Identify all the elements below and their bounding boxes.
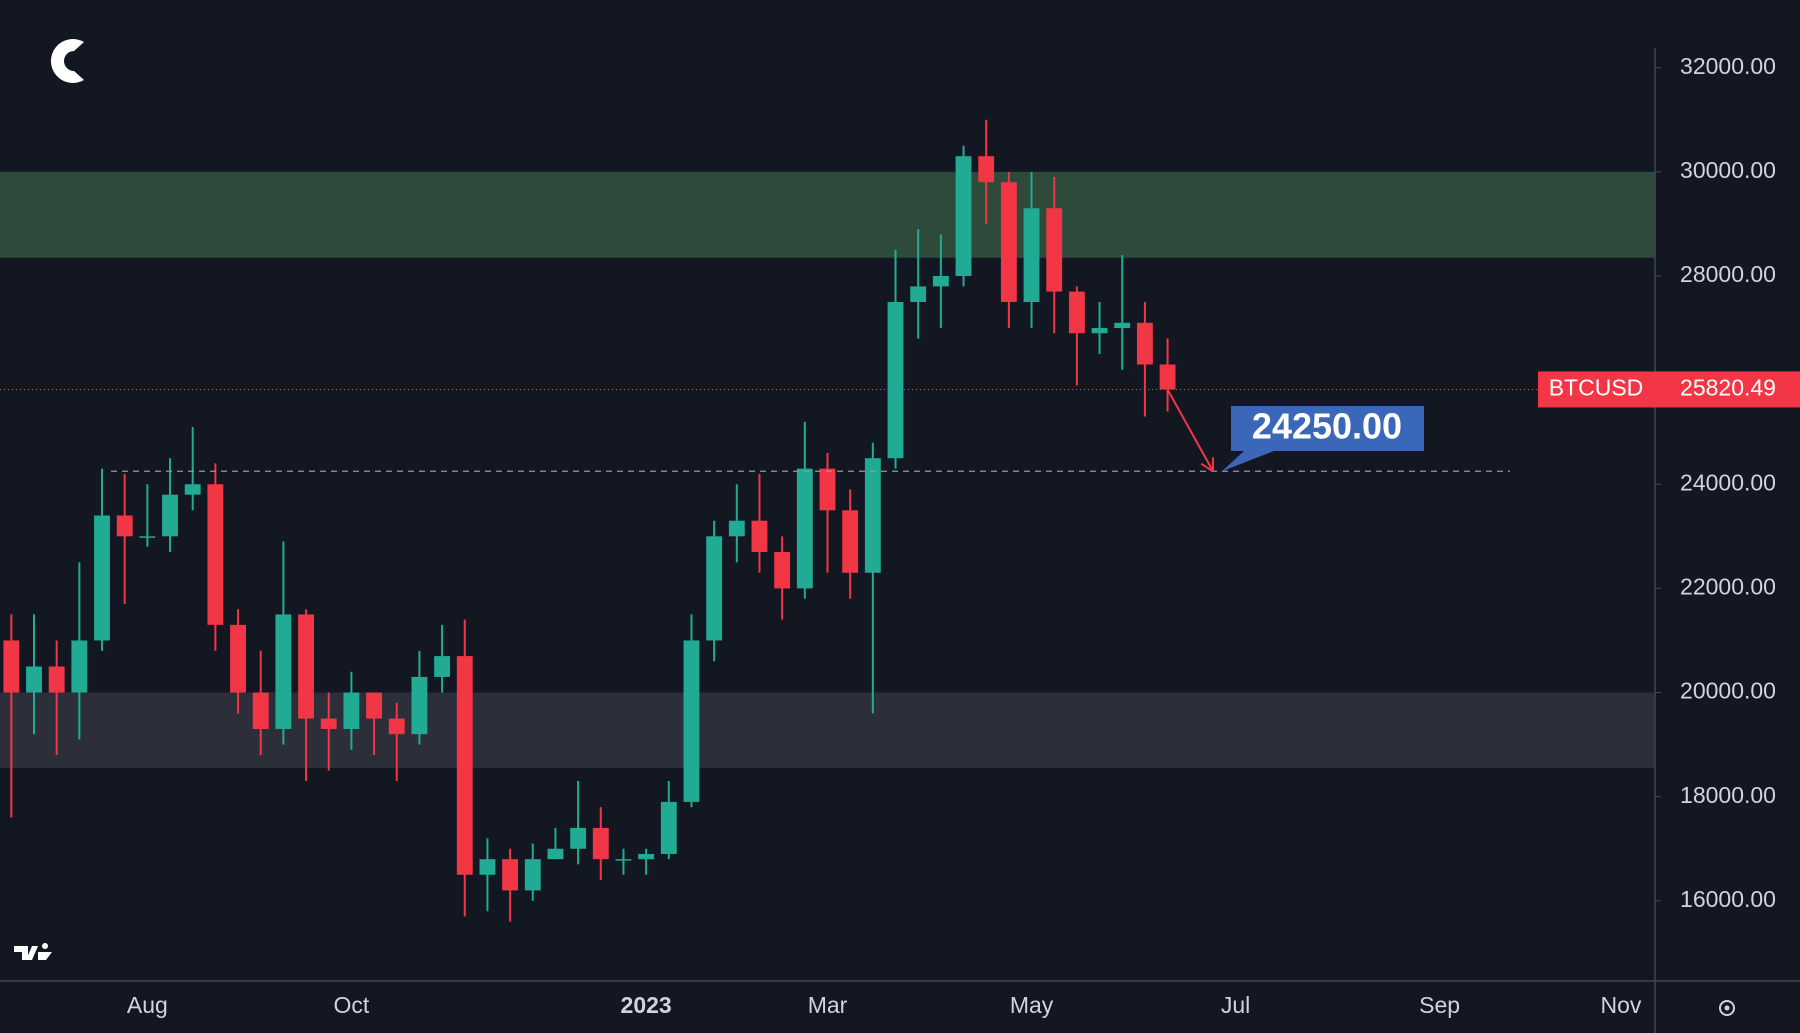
candle-body (1159, 364, 1176, 390)
x-tick-label: 2023 (621, 992, 672, 1018)
candle-body (751, 520, 768, 552)
candle-body (298, 614, 314, 719)
candle-body (660, 801, 677, 854)
candle-body (1114, 322, 1131, 329)
candle-body (48, 666, 65, 693)
candle-body (502, 859, 519, 891)
candle-body (343, 692, 360, 729)
candle-body (638, 853, 655, 860)
price-label: 25820.49 (1680, 375, 1776, 401)
tradingview-logo (14, 943, 52, 960)
x-tick-label: Aug (127, 992, 168, 1018)
x-tick-label: May (1010, 992, 1054, 1018)
candle-body (819, 468, 836, 511)
zone (0, 692, 1655, 769)
candle-body (842, 510, 859, 573)
x-tick-label: Jul (1221, 992, 1250, 1018)
settings-icon[interactable] (1719, 1000, 1735, 1016)
candle-body (320, 718, 337, 729)
candle-body (275, 614, 292, 729)
y-tick-label: 32000.00 (1680, 53, 1776, 79)
candle-body (615, 859, 632, 861)
candle-body (683, 640, 700, 802)
arrow-head (1200, 462, 1214, 473)
symbol-tag (1538, 371, 1655, 408)
candle-body (139, 536, 156, 538)
candle-body (1091, 328, 1108, 334)
symbol-label: BTCUSD (1549, 375, 1644, 401)
candle-body (456, 656, 473, 875)
candle-body (252, 692, 269, 729)
candle-body (1068, 291, 1085, 334)
x-tick-label: Mar (808, 992, 848, 1018)
candle-body (706, 536, 723, 641)
candle-body (570, 827, 587, 849)
candle-body (116, 515, 133, 537)
candle-body (184, 484, 201, 495)
candle-body (796, 468, 813, 589)
x-tick-label: Sep (1419, 992, 1460, 1018)
target-arrow (1166, 388, 1214, 472)
candle-body (479, 859, 496, 875)
candle-body (1136, 322, 1153, 365)
candle-body (94, 515, 110, 641)
candle-body (978, 156, 995, 183)
zone (0, 171, 1655, 258)
y-tick-label: 16000.00 (1680, 886, 1776, 912)
candle-body (547, 848, 564, 860)
logo (50, 39, 84, 84)
candle-body (3, 640, 20, 693)
candle-body (230, 624, 246, 693)
y-tick-label: 18000.00 (1680, 782, 1776, 808)
candle-body (774, 551, 791, 589)
candle-body (1000, 182, 1017, 303)
candle-body (434, 656, 451, 677)
candle-body (71, 640, 88, 693)
x-tick-label: Nov (1601, 992, 1642, 1018)
candle-body (592, 827, 609, 860)
candle-body (388, 718, 405, 735)
candle-body (1046, 208, 1063, 292)
y-tick-label: 20000.00 (1680, 678, 1776, 704)
candle-body (728, 520, 745, 537)
candle-body (864, 458, 881, 573)
candle-body (411, 676, 428, 735)
y-tick-label: 24000.00 (1680, 469, 1776, 495)
x-tick-label: Oct (334, 992, 370, 1018)
candle-body (887, 302, 904, 459)
price-tag (1655, 371, 1800, 408)
candle-body (955, 156, 972, 276)
y-tick-label: 30000.00 (1680, 157, 1776, 183)
target-callout (1222, 406, 1424, 472)
candle-body (366, 692, 383, 719)
candle-body (1023, 208, 1040, 303)
candle-body (910, 286, 927, 303)
candle-body (207, 484, 224, 625)
target-label: 24250.00 (1252, 406, 1402, 447)
candle-body (524, 859, 541, 891)
candle-body (932, 275, 949, 287)
y-tick-label: 28000.00 (1680, 261, 1776, 287)
candle-body (162, 494, 178, 537)
candle-body (26, 666, 42, 693)
y-tick-label: 22000.00 (1680, 573, 1776, 599)
